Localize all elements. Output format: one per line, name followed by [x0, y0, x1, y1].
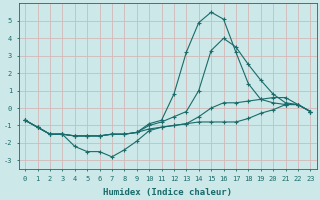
- X-axis label: Humidex (Indice chaleur): Humidex (Indice chaleur): [103, 188, 232, 197]
